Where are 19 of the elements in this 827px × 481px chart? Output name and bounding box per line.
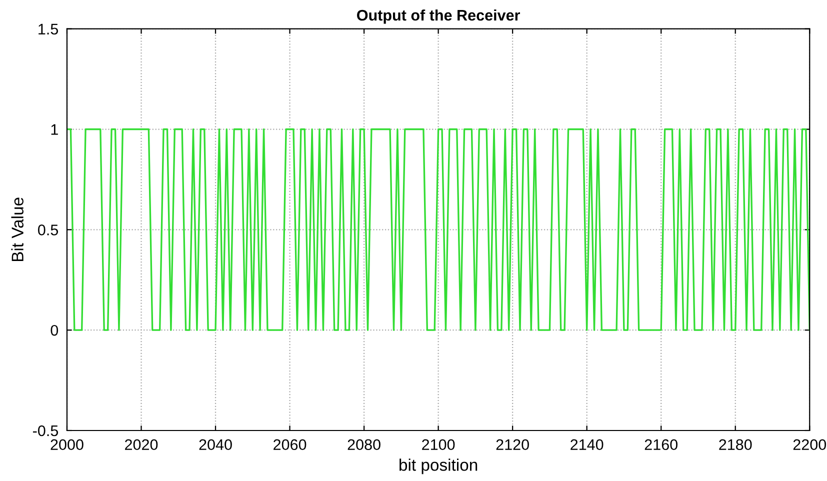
x-tick-label: 2160 — [644, 439, 678, 450]
x-tick-label: 2200 — [793, 439, 826, 450]
y-tick-label: 0 — [50, 324, 58, 336]
x-tick-label: 2100 — [422, 439, 455, 450]
x-tick-label: 2080 — [348, 439, 380, 450]
y-tick-label: 1 — [51, 124, 58, 135]
x-tick-label: 2060 — [274, 439, 306, 450]
y-tick-label: 0.5 — [38, 224, 58, 236]
x-tick-label: 2180 — [719, 439, 752, 450]
x-tick-label: 2040 — [199, 439, 232, 450]
x-tick-label: 2120 — [496, 439, 529, 450]
y-tick-label: -0.5 — [33, 425, 58, 436]
x-tick-label: 2140 — [570, 439, 604, 450]
chart-title: Output of the Receiver — [357, 9, 520, 24]
x-axis-title: bit position — [400, 458, 478, 474]
y-tick-label: 1.5 — [38, 24, 58, 35]
x-tick-label: 2000 — [50, 439, 84, 450]
y-axis-title: Bit Value — [11, 198, 24, 262]
x-tick-label: 2020 — [125, 439, 158, 450]
